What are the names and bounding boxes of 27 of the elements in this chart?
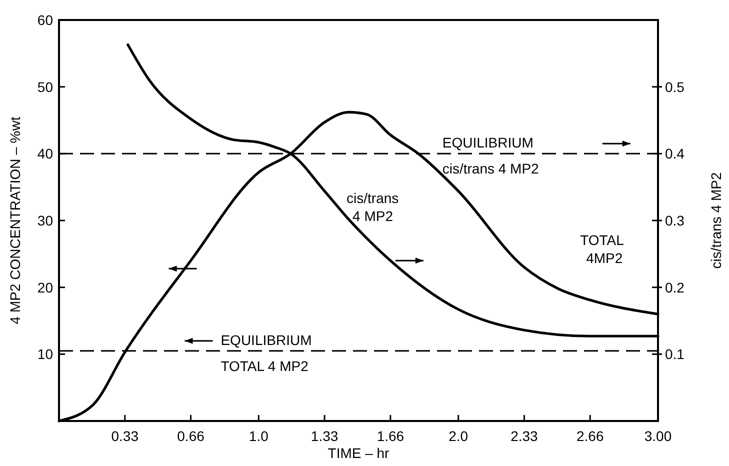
- y2-tick-label: 0.3: [665, 212, 685, 228]
- y2-tick-label: 0.1: [665, 346, 685, 362]
- y-tick-label: 60: [37, 12, 54, 28]
- y-tick-label: 10: [37, 346, 54, 362]
- y-tick-label: 30: [37, 212, 54, 228]
- x-tick-label: 2.0: [448, 428, 468, 444]
- x-tick-label: 1.0: [248, 428, 269, 444]
- x-tick-label: 2.66: [576, 428, 604, 444]
- text: TOTAL 4MP2: [580, 232, 624, 266]
- y-tick-label: 20: [37, 279, 54, 296]
- x-axis-title: TIME – hr: [328, 445, 390, 461]
- x-tick-label: 0.33: [111, 428, 139, 444]
- y2-tick-label: 0.4: [665, 146, 685, 162]
- x-tick-label: 1.33: [310, 428, 338, 444]
- ref-line-label: EQUILIBRIUM TOTAL 4 MP2: [220, 332, 312, 374]
- y2-tick-label: 0.5: [665, 78, 685, 95]
- y-tick-label: 50: [37, 78, 54, 95]
- x-tick-label: 0.66: [177, 428, 205, 444]
- y-tick-label: 40: [37, 146, 54, 162]
- y2-axis-title: cis/trans 4 MP2: [708, 172, 724, 269]
- x-tick-label: 1.66: [376, 428, 404, 444]
- x-tick-label: 2.33: [510, 428, 538, 444]
- series-label: cis/trans 4 MP2: [346, 190, 399, 224]
- y2-tick-label: 0.2: [665, 279, 685, 296]
- y-axis-title: 4 MP2 CONCENTRATION – %wt: [7, 116, 23, 324]
- x-tick-label: 3.00: [644, 428, 672, 444]
- ref-line-label: EQUILIBRIUM cis/trans 4 MP2: [442, 134, 540, 177]
